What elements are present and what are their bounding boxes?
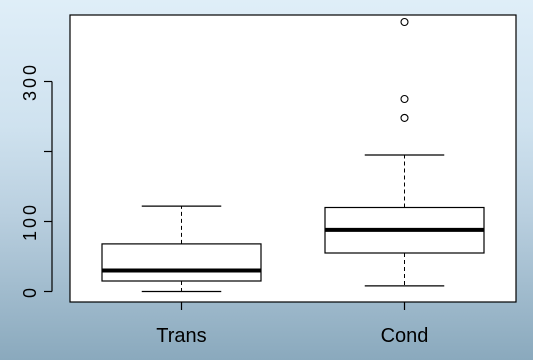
outlier-point <box>400 113 409 122</box>
y-tick-label: 0 <box>20 285 40 298</box>
y-tick-label: 100 <box>20 202 40 241</box>
y-tick-label: 300 <box>20 62 40 101</box>
outlier-point <box>400 17 409 27</box>
iqr-box <box>101 243 262 282</box>
x-axis-labels: Trans Cond <box>156 302 428 347</box>
y-axis: 0 100 300 <box>20 62 53 298</box>
x-tick-label: Cond <box>381 325 429 347</box>
box-marks <box>101 17 485 293</box>
x-tick-label: Trans <box>156 325 206 347</box>
plot-background <box>70 15 516 302</box>
plot-frame <box>69 14 517 303</box>
outlier-point <box>400 94 409 104</box>
